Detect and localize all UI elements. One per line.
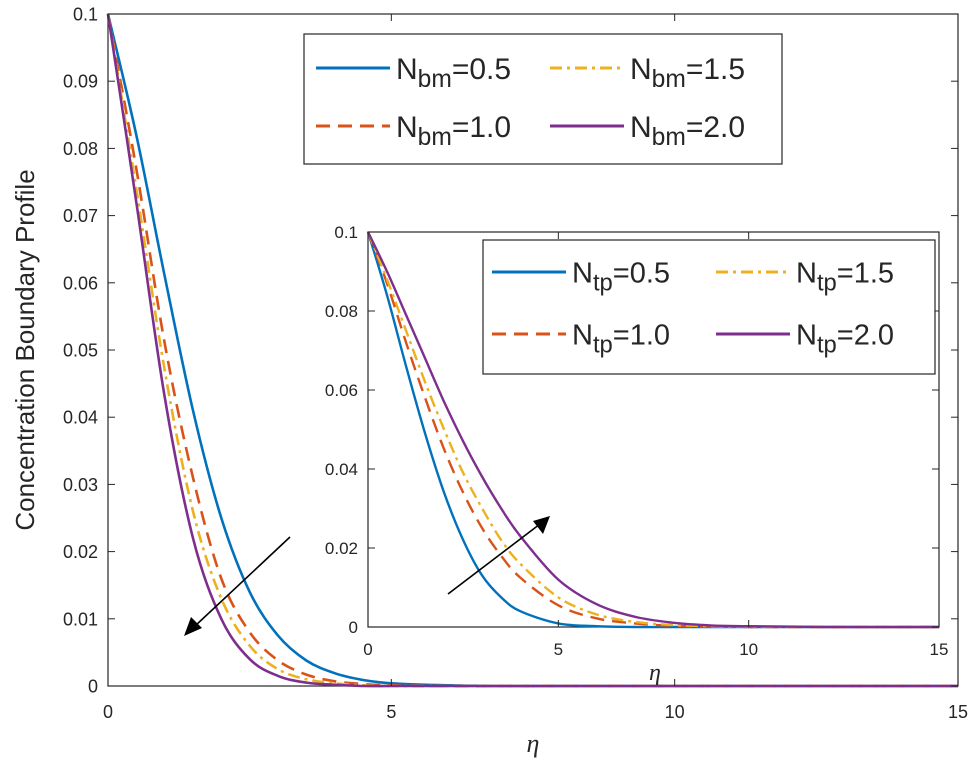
x-tick-label: 5 [554, 640, 563, 659]
x-tick-label: 15 [948, 702, 968, 722]
inset-x-axis-label: η [649, 660, 661, 686]
y-tick-label: 0.08 [325, 302, 358, 321]
main-ticks: 0 5 10 1500.010.020.030.040.050.060.070.080… [63, 4, 968, 722]
x-tick-label: 10 [739, 640, 758, 659]
main-arrow-head [184, 617, 202, 636]
y-tick-label: 0.08 [63, 139, 98, 159]
y-tick-label: 0.1 [334, 223, 358, 242]
main-arrow-shaft [194, 536, 291, 627]
y-tick-label: 0 [88, 676, 98, 696]
main-curves [106, 13, 958, 688]
y-tick-label: 0.06 [63, 273, 98, 293]
inset-series-line [366, 231, 940, 629]
legend-entry: Ntp=2.0 [796, 319, 894, 358]
y-tick-label: 0.1 [73, 4, 98, 24]
y-tick-label: 0.02 [325, 539, 358, 558]
y-tick-label: 0.02 [63, 542, 98, 562]
x-tick-label: 5 [386, 702, 396, 722]
y-tick-label: 0.07 [63, 206, 98, 226]
inset-legend: Ntp=0.5 Ntp=1.5 Ntp=1.0 Ntp=2.0 [482, 239, 936, 375]
x-tick-label: 0 [103, 702, 113, 722]
inset-arrow-head [533, 516, 550, 534]
main-series-line [106, 13, 958, 688]
main-x-axis-label: η [527, 729, 540, 758]
y-tick-label: 0.04 [325, 460, 358, 479]
inset-legend-box [482, 239, 936, 375]
y-tick-label: 0 [349, 618, 358, 637]
y-tick-label: 0.01 [63, 609, 98, 629]
y-tick-label: 0.09 [63, 72, 98, 92]
y-tick-label: 0.04 [63, 408, 98, 428]
legend-entry: Nbm=2.0 [630, 111, 745, 151]
main-arrow-annotation [184, 536, 291, 636]
main-legend: Nbm=0.5 Nbm=1.5 Nbm=1.0 Nbm=2.0 [303, 33, 783, 165]
y-tick-label: 0.05 [63, 340, 98, 360]
x-tick-label: 0 [363, 640, 372, 659]
legend-entry: Ntp=1.0 [572, 319, 670, 358]
legend-entry: Nbm=1.0 [396, 111, 511, 151]
inset-arrow-annotation [447, 516, 550, 595]
y-tick-label: 0.06 [325, 381, 358, 400]
legend-entry: Ntp=1.5 [796, 257, 894, 296]
legend-entry: Nbm=1.5 [630, 53, 745, 93]
inset-arrow-shaft [447, 523, 541, 595]
inset-ticks: 0 5 10 15 0 0.02 0.04 0.06 0.08 0.1 [325, 223, 949, 659]
main-y-axis-label: Concentration Boundary Profile [10, 169, 40, 530]
x-tick-label: 10 [665, 702, 685, 722]
legend-entry: Ntp=0.5 [572, 257, 670, 296]
y-tick-label: 0.03 [63, 475, 98, 495]
inset-curves [366, 231, 940, 629]
x-tick-label: 15 [930, 640, 949, 659]
main-legend-box [303, 33, 783, 165]
legend-entry: Nbm=0.5 [396, 53, 511, 93]
